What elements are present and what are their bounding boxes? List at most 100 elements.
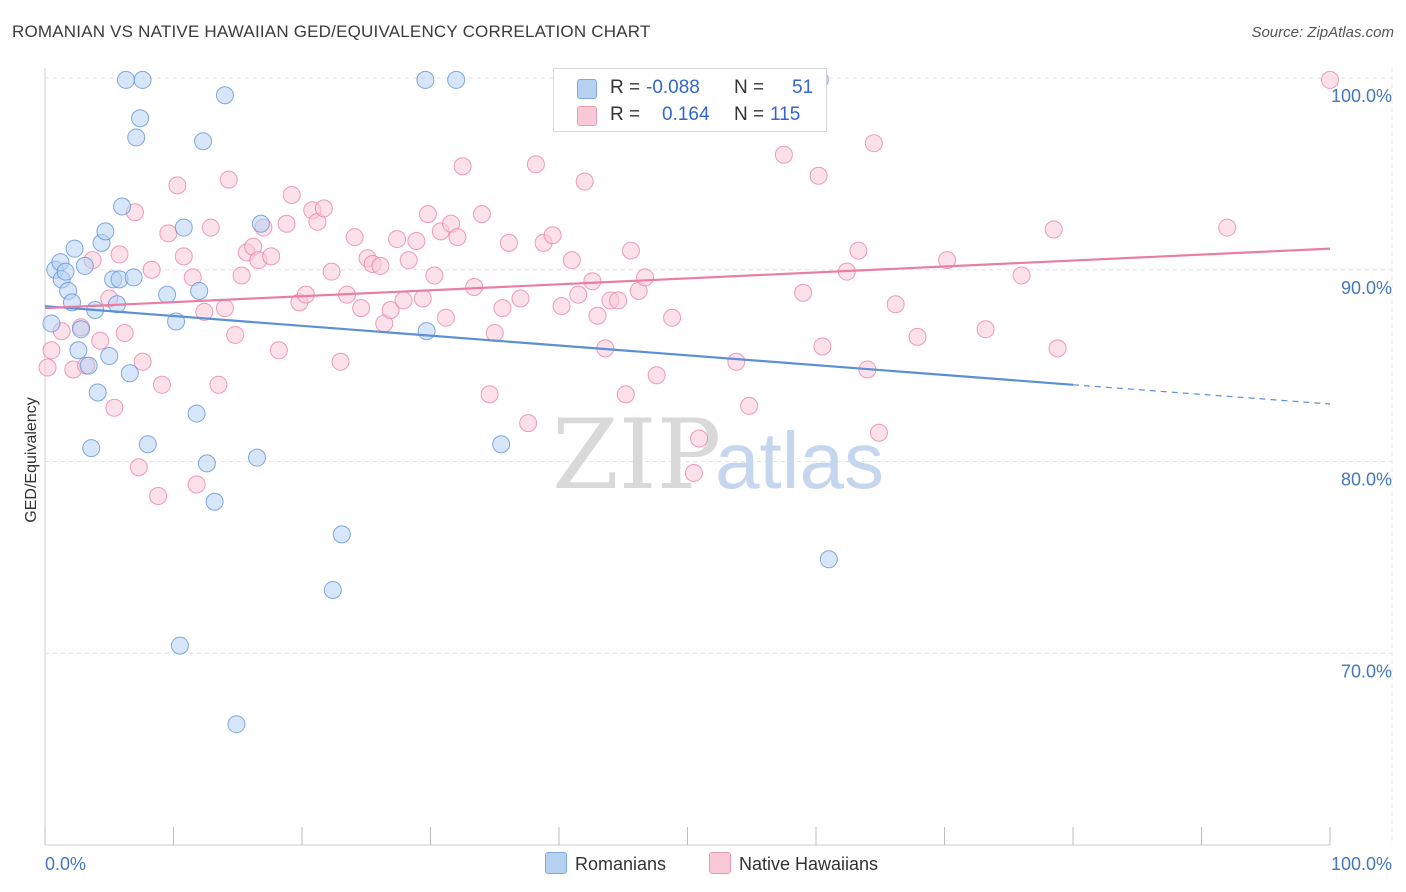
data-point <box>447 70 466 89</box>
data-point <box>849 241 868 260</box>
data-point <box>886 295 905 314</box>
watermark-atlas: atlas <box>715 416 884 505</box>
data-point <box>115 324 134 343</box>
data-point <box>269 341 288 360</box>
data-point <box>149 487 168 506</box>
data-point <box>100 347 119 366</box>
data-point <box>124 268 143 287</box>
data-point <box>492 435 511 454</box>
data-point <box>127 128 146 147</box>
data-point <box>938 251 957 270</box>
data-point <box>472 205 491 224</box>
data-point <box>226 325 245 344</box>
data-point <box>684 464 703 483</box>
data-point <box>371 256 390 275</box>
data-point <box>663 308 682 327</box>
data-point <box>209 375 228 394</box>
swatch-native-hawaiians <box>709 852 731 874</box>
data-point <box>413 289 432 308</box>
correlation-legend: R = -0.088 N = 51 R = 0.164 N = 115 <box>553 68 827 132</box>
data-point <box>399 251 418 270</box>
x-tick-label: 100.0% <box>1331 854 1392 874</box>
bottom-legend-native-hawaiians[interactable]: Native Hawaiians <box>709 852 878 875</box>
data-point <box>113 197 132 216</box>
data-point <box>133 352 152 371</box>
watermark-zip: ZIP <box>552 399 721 511</box>
data-point <box>740 396 759 415</box>
data-point <box>82 439 101 458</box>
series-native-hawaiians <box>38 70 1339 506</box>
data-point <box>562 251 581 270</box>
legend-r-value: 0.164 <box>662 104 710 125</box>
data-point <box>277 214 296 233</box>
data-point <box>69 341 88 360</box>
legend-n-label: N = <box>734 77 765 98</box>
data-point <box>908 327 927 346</box>
data-point <box>418 205 437 224</box>
data-point <box>407 231 426 250</box>
data-point <box>864 134 883 153</box>
data-point <box>96 222 115 241</box>
data-point <box>79 356 98 375</box>
data-point <box>42 341 61 360</box>
data-point <box>352 299 371 318</box>
data-point <box>485 324 504 343</box>
data-point <box>480 385 499 404</box>
data-point <box>416 70 435 89</box>
y-tick-label: 90.0% <box>1341 278 1392 298</box>
series-romanians <box>42 70 838 734</box>
data-point <box>511 289 530 308</box>
data-point <box>71 320 90 339</box>
data-point <box>794 283 813 302</box>
axes <box>44 68 1331 846</box>
legend-r-value: -0.088 <box>646 77 700 98</box>
data-point <box>493 299 512 318</box>
trend-line-extension <box>1072 384 1331 405</box>
data-point <box>152 375 171 394</box>
data-point <box>569 285 588 304</box>
bottom-legend-romanians[interactable]: Romanians <box>545 852 666 875</box>
data-point <box>282 185 301 204</box>
data-points <box>38 70 1339 734</box>
data-point <box>105 398 124 417</box>
data-point <box>91 331 110 350</box>
data-point <box>1012 266 1031 285</box>
legend-row-native-hawaiians: R = 0.164 N = 115 <box>554 102 826 128</box>
legend-row-romanians: R = -0.088 N = 51 <box>554 75 826 101</box>
data-point <box>727 352 746 371</box>
data-point <box>205 492 224 511</box>
data-point <box>215 299 234 318</box>
legend-swatch-romanians <box>577 79 597 99</box>
data-point <box>197 454 216 473</box>
legend-n-value: 115 <box>770 104 801 125</box>
data-point <box>116 70 135 89</box>
data-point <box>1044 220 1063 239</box>
data-point <box>159 224 178 243</box>
trend-lines <box>44 247 1331 405</box>
data-point <box>88 383 107 402</box>
legend-n-value: 51 <box>792 77 814 98</box>
chart-title: ROMANIAN VS NATIVE HAWAIIAN GED/EQUIVALE… <box>12 22 651 41</box>
data-point <box>110 245 129 264</box>
data-point <box>187 404 206 423</box>
data-point <box>215 86 234 105</box>
data-point <box>774 145 793 164</box>
data-point <box>575 172 594 191</box>
data-point <box>65 239 84 258</box>
data-point <box>120 364 139 383</box>
tick-labels: 100.0% 90.0% 80.0% 70.0% 0.0% 100.0% <box>45 86 1392 874</box>
data-point <box>248 448 267 467</box>
data-point <box>425 266 444 285</box>
data-point <box>448 228 467 247</box>
data-point <box>331 352 350 371</box>
data-point <box>131 109 150 128</box>
legend-label-romanians: Romanians <box>575 854 667 874</box>
data-point <box>1321 70 1339 89</box>
data-point <box>332 525 351 544</box>
data-point <box>323 580 342 599</box>
data-point <box>142 260 161 279</box>
data-point <box>819 550 838 569</box>
trend-line-native-hawaiians <box>44 247 1331 310</box>
data-point <box>394 291 413 310</box>
data-point <box>636 268 655 287</box>
